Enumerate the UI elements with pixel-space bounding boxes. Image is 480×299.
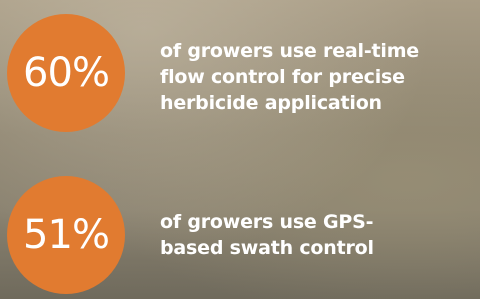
stat-line: based swath control — [160, 235, 374, 261]
stat-line: of growers use GPS- — [160, 209, 374, 235]
infographic: 60% of growers use real-time flow contro… — [0, 0, 480, 299]
stat-line: herbicide application — [160, 90, 419, 116]
stat-circle: 51% — [7, 176, 125, 294]
stat-line: flow control for precise — [160, 64, 419, 90]
stat-line: of growers use real-time — [160, 38, 419, 64]
stat-text: of growers use GPS- based swath control — [160, 209, 374, 261]
stat-text: of growers use real-time flow control fo… — [160, 38, 419, 116]
stat-circle: 60% — [7, 14, 125, 132]
